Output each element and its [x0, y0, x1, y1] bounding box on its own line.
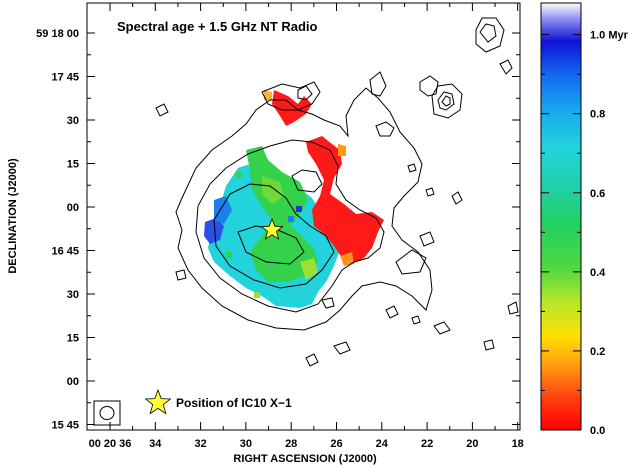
y-tick-labels: 59 18 00 17 45 30 15 00 16 45 30 15 00 15 45 [36, 28, 79, 432]
y-tick-label: 00 [67, 202, 79, 214]
star-annotation: Position of IC10 X−1 [176, 396, 292, 410]
y-tick-label: 15 [67, 159, 79, 171]
x-tick-label: 26 [330, 438, 342, 450]
y-tick-label: 30 [67, 289, 79, 301]
x-tick-label: 30 [240, 438, 252, 450]
colorbar-tick-label: 0.4 [590, 267, 606, 279]
x-tick-label: 24 [376, 438, 389, 450]
colorbar-tick-label: 1.0 Myr [590, 30, 628, 42]
y-tick-label: 15 [67, 333, 79, 345]
colorbar-tick-label: 0.6 [590, 188, 605, 200]
colorbar [541, 3, 581, 430]
x-tick-labels: 00 20 36 34 32 30 28 26 24 22 20 18 [89, 438, 524, 450]
x-tick-label: 22 [421, 438, 433, 450]
y-tick-label: 17 45 [51, 72, 79, 84]
chart-title: Spectral age + 1.5 GHz NT Radio [117, 19, 318, 34]
colorbar-tick-label: 0.0 [590, 425, 605, 437]
x-tick-label: 28 [285, 438, 297, 450]
colorbar-tick-labels: 0.0 0.2 0.4 0.6 0.8 1.0 Myr [590, 30, 628, 437]
beam-icon [94, 401, 120, 425]
x-tick-label: 34 [149, 438, 162, 450]
y-tick-label: 15 45 [51, 420, 79, 432]
y-tick-label: 30 [67, 115, 79, 127]
y-axis-label: DECLINATION (J2000) [7, 158, 19, 274]
x-tick-label: 20 [466, 438, 478, 450]
x-tick-label: 00 20 36 [89, 438, 132, 450]
colorbar-tick-label: 0.2 [590, 346, 605, 358]
x-tick-label: 32 [194, 438, 206, 450]
x-axis-label: RIGHT ASCENSION (J2000) [233, 453, 377, 465]
x-tick-label: 18 [512, 438, 524, 450]
y-tick-label: 16 45 [51, 246, 79, 258]
colorbar-tick-label: 0.8 [590, 109, 605, 121]
y-tick-label: 59 18 00 [36, 28, 79, 40]
y-tick-label: 00 [67, 376, 79, 388]
